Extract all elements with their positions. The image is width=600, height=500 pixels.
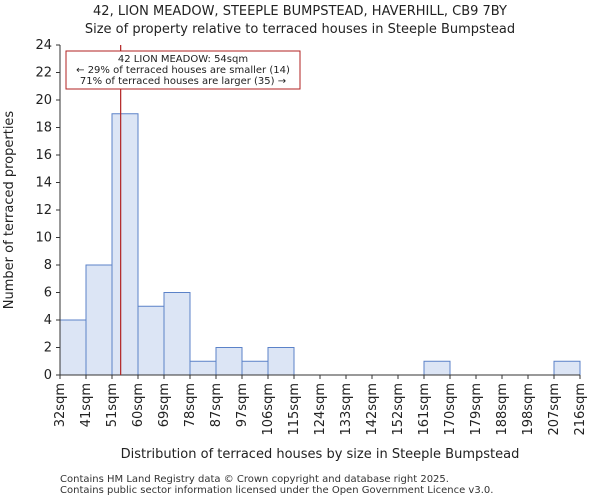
histogram-bar (137, 305, 165, 376)
histogram-bar (267, 347, 295, 376)
footer-line-1: Contains HM Land Registry data © Crown c… (60, 474, 449, 485)
x-tick-label: 124sqm (313, 383, 328, 436)
x-tick-label: 142sqm (365, 383, 380, 436)
y-tick-label: 18 (35, 121, 52, 136)
y-tick-label: 10 (35, 231, 52, 246)
y-tick-label: 8 (44, 258, 52, 273)
footer-line-2: Contains public sector information licen… (60, 485, 494, 496)
x-tick-label: 41sqm (79, 383, 94, 427)
x-tick-label: 51sqm (105, 383, 120, 427)
x-tick-label: 179sqm (469, 383, 484, 436)
x-tick-label: 161sqm (417, 383, 432, 436)
histogram-bar (111, 113, 139, 376)
x-tick-label: 32sqm (53, 383, 68, 427)
x-axis-label: Distribution of terraced houses by size … (121, 447, 520, 462)
x-tick-label: 60sqm (131, 383, 146, 427)
chart-title: 42, LION MEADOW, STEEPLE BUMPSTEAD, HAVE… (93, 4, 507, 19)
x-tick-label: 69sqm (157, 383, 172, 427)
x-tick-label: 133sqm (339, 383, 354, 436)
annotation-larger: 71% of terraced houses are larger (35) → (80, 76, 286, 87)
x-tick-label: 170sqm (443, 383, 458, 436)
y-tick-label: 24 (35, 38, 52, 53)
annotation-title: 42 LION MEADOW: 54sqm (118, 54, 248, 65)
histogram-bar (215, 347, 243, 376)
x-tick-label: 97sqm (235, 383, 250, 427)
x-tick-label: 216sqm (573, 383, 588, 436)
annotation-smaller: ← 29% of terraced houses are smaller (14… (76, 65, 290, 76)
histogram-bar (553, 360, 581, 376)
histogram-bar (241, 360, 269, 376)
y-tick-label: 22 (35, 66, 52, 81)
histogram-bar (423, 360, 451, 376)
x-tick-label: 115sqm (287, 383, 302, 436)
histogram-bar (189, 360, 217, 376)
histogram-bar (59, 319, 87, 376)
chart-subtitle: Size of property relative to terraced ho… (84, 22, 516, 37)
y-tick-label: 12 (35, 203, 52, 218)
x-tick-label: 152sqm (391, 383, 406, 436)
y-tick-label: 16 (35, 148, 52, 163)
y-tick-label: 0 (44, 368, 52, 383)
x-tick-label: 207sqm (547, 383, 562, 436)
histogram-bar (85, 264, 113, 376)
x-tick-label: 188sqm (495, 383, 510, 436)
y-tick-label: 4 (44, 313, 52, 328)
x-tick-label: 78sqm (183, 383, 198, 427)
histogram-bar (163, 292, 191, 376)
y-tick-label: 20 (35, 93, 52, 108)
y-tick-label: 6 (44, 286, 52, 301)
x-tick-label: 87sqm (209, 383, 224, 427)
y-tick-label: 2 (44, 341, 52, 356)
annotation-box (65, 50, 301, 90)
x-tick-label: 106sqm (261, 383, 276, 436)
x-tick-label: 198sqm (521, 383, 536, 436)
y-axis-label: Number of terraced properties (2, 111, 17, 310)
y-tick-label: 14 (35, 176, 52, 191)
